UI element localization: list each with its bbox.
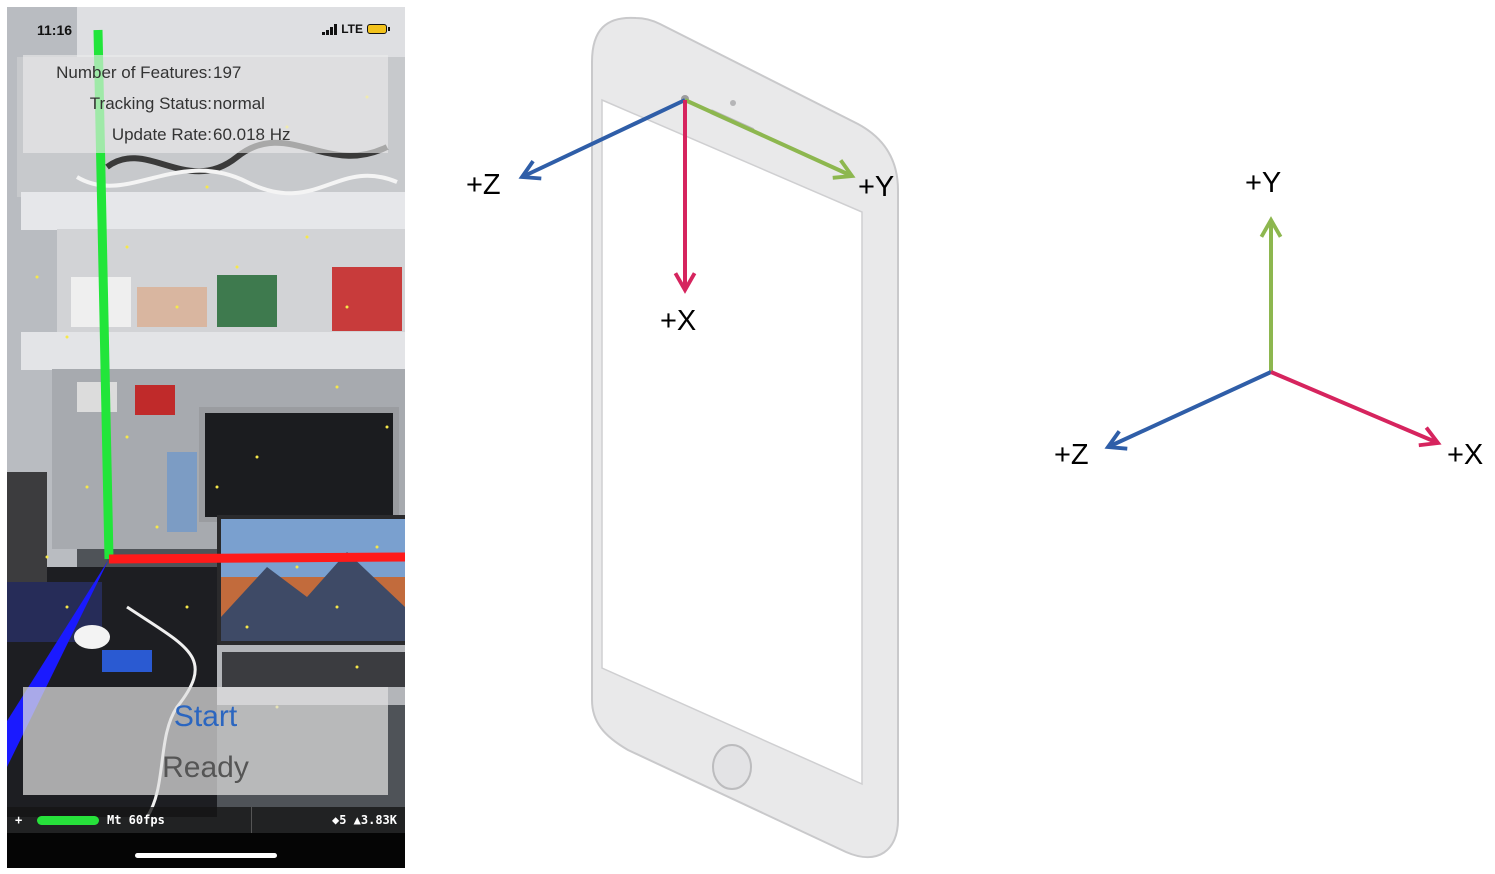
device-y-label: +Y bbox=[858, 171, 895, 203]
node-count-text: ◆5 ▲3.83K bbox=[331, 813, 397, 827]
world-x-axis-arrow bbox=[1270, 370, 1442, 448]
update-rate-label: Update Rate: bbox=[111, 125, 212, 144]
home-indicator[interactable] bbox=[135, 853, 277, 858]
info-row-update-rate: Update Rate: 60.018 Hz bbox=[23, 125, 388, 149]
info-row-tracking-status: Tracking Status: normal bbox=[23, 94, 388, 118]
status-label: Ready bbox=[162, 751, 249, 784]
fps-meter bbox=[37, 816, 99, 825]
world-z-axis-arrow bbox=[1104, 370, 1272, 451]
iphone-illustration bbox=[591, 16, 899, 858]
world-x-label: +X bbox=[1447, 439, 1484, 471]
world-z-label: +Z bbox=[1054, 439, 1089, 471]
start-button[interactable]: Start bbox=[23, 697, 388, 737]
stats-expand-icon[interactable]: + bbox=[15, 813, 23, 827]
tracking-info-panel: Number of Features: 197 Tracking Status:… bbox=[23, 55, 388, 153]
world-y-label: +Y bbox=[1245, 167, 1282, 199]
signal-icon bbox=[322, 23, 338, 35]
features-value: 197 bbox=[213, 63, 242, 82]
control-panel: Start Ready bbox=[23, 687, 388, 795]
device-z-axis-arrow bbox=[518, 98, 686, 181]
network-type: LTE bbox=[341, 22, 363, 36]
stats-divider bbox=[251, 807, 252, 833]
status-time: 11:16 bbox=[37, 22, 73, 38]
tracking-status-label: Tracking Status: bbox=[89, 94, 212, 113]
tracking-status-value: normal bbox=[213, 94, 265, 113]
scenekit-stats-bar[interactable]: + Mt 60fps ◆5 ▲3.83K bbox=[7, 807, 405, 833]
battery-charging-icon bbox=[367, 24, 390, 34]
status-indicators: LTE bbox=[322, 22, 390, 36]
update-rate-value: 60.018 Hz bbox=[213, 125, 291, 144]
fps-text: Mt 60fps bbox=[107, 813, 165, 827]
features-label: Number of Features: bbox=[56, 63, 212, 82]
info-row-features: Number of Features: 197 bbox=[23, 63, 388, 87]
home-area bbox=[7, 833, 405, 868]
ar-x-axis bbox=[108, 552, 405, 564]
device-x-label: +X bbox=[660, 305, 697, 337]
status-bar: 11:16 LTE bbox=[7, 7, 405, 47]
device-y-axis-arrow bbox=[684, 98, 856, 180]
device-z-label: +Z bbox=[466, 169, 501, 201]
ar-camera-screenshot: 11:16 LTE Number of Features: 197 Tracki… bbox=[7, 7, 405, 868]
